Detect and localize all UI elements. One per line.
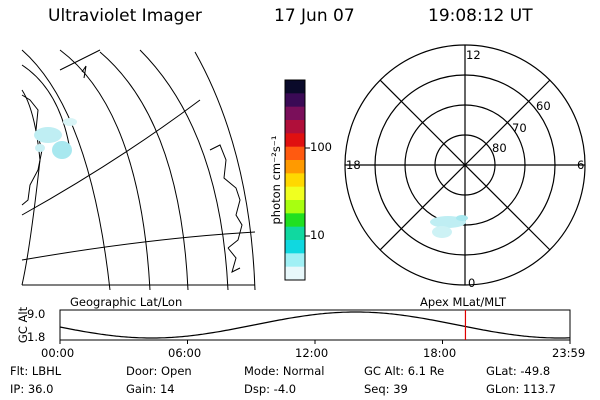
altitude-plot (59, 309, 571, 344)
geographic-panel-label: Geographic Lat/Lon (70, 295, 183, 309)
gain-info: Gain: 14 (126, 382, 175, 396)
colorbar-cell (285, 186, 305, 201)
dsp-info: Dsp: -4.0 (244, 382, 297, 396)
colorbar-cell (285, 120, 305, 134)
lat-label-70: 70 (512, 121, 527, 135)
mlt-label-0: 0 (468, 276, 476, 290)
glat-info: GLat: -49.8 (486, 364, 551, 378)
filter-info: Flt: LBHL (10, 364, 62, 378)
time-tick-2359: 23:59 (552, 346, 586, 360)
time-tick-1800: 18:00 (423, 346, 457, 360)
colorbar-tick-100: 100 (310, 140, 332, 154)
colorbar-cell (285, 253, 305, 268)
colorbar-cell (285, 146, 305, 161)
glon-info: GLon: 113.7 (486, 382, 556, 396)
ip-info: IP: 36.0 (10, 382, 54, 396)
colorbar-cell (285, 93, 305, 108)
geo-aurora-blobs (34, 118, 77, 159)
app-title: Ultraviolet Imager (48, 6, 202, 26)
colorbar-cell (285, 213, 305, 228)
mlt-label-12: 12 (466, 48, 481, 62)
time-tick-0600: 06:00 (168, 346, 202, 360)
geographic-map (21, 49, 256, 291)
time-tick-1200: 12:00 (295, 346, 329, 360)
polar-plot (344, 44, 586, 286)
time-tick-0000: 00:00 (41, 346, 75, 360)
altitude-tick-low: 1.8 (27, 330, 46, 344)
colorbar-cell (285, 266, 305, 281)
colorbar-cell (285, 160, 305, 174)
polar-aurora-blobs (430, 215, 468, 238)
colorbar-cell (285, 106, 305, 121)
colorbar-cell (285, 226, 305, 241)
colorbar-cell (285, 200, 305, 214)
lat-label-60: 60 (536, 99, 551, 113)
gc-alt-info: GC Alt: 6.1 Re (364, 364, 445, 378)
lat-label-80: 80 (492, 141, 507, 155)
seq-info: Seq: 39 (364, 382, 408, 396)
mlt-label-6: 6 (577, 158, 585, 172)
colorbar-cell (285, 80, 305, 94)
color-bar (284, 79, 310, 281)
colorbar-cell (285, 240, 305, 254)
colorbar-cell (285, 133, 305, 148)
mlt-label-18: 18 (346, 158, 361, 172)
altitude-tick-high: 9.0 (27, 307, 46, 321)
colorbar-cell (285, 173, 305, 188)
colorbar-tick-10: 10 (310, 228, 325, 242)
time-label: 19:08:12 UT (428, 6, 533, 26)
colorbar-unit-label: photon cm⁻²s⁻¹ (269, 135, 283, 225)
door-info: Door: Open (126, 364, 192, 378)
mode-info: Mode: Normal (244, 364, 325, 378)
date-label: 17 Jun 07 (274, 6, 355, 26)
apex-panel-label: Apex MLat/MLT (420, 295, 507, 309)
